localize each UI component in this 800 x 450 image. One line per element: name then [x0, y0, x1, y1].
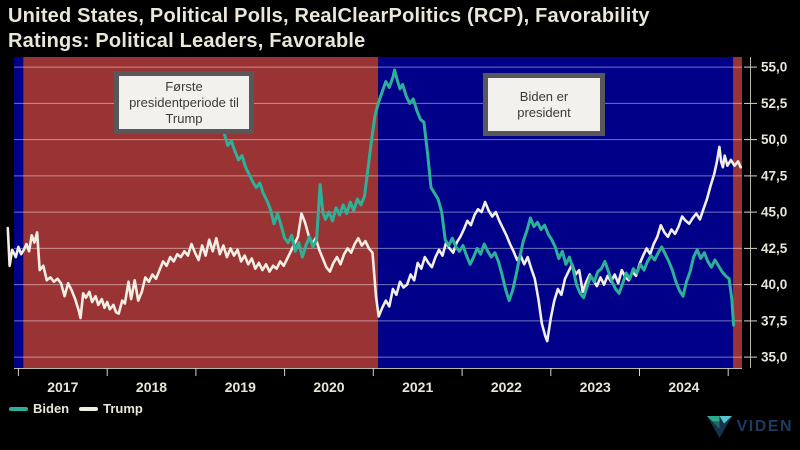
y-tick-label: 37,5 [761, 313, 788, 328]
y-tick-label: 35,0 [761, 350, 787, 365]
chart-legend: Biden Trump [9, 401, 143, 416]
annotation-text-trump-first-term: Første presidentperiode til Trump [129, 78, 239, 126]
page-title: United States, Political Polls, RealClea… [8, 4, 778, 54]
annotation-box-biden-president: Biden er president [483, 73, 605, 136]
x-tick-label: 2022 [491, 379, 522, 395]
y-tick-label: 47,5 [761, 168, 788, 183]
legend-item-biden: Biden [9, 401, 69, 416]
x-tick-label: 2017 [47, 379, 78, 395]
y-tick-label: 52,5 [761, 96, 788, 111]
page-title-line2: Ratings: Political Leaders, Favorable [8, 30, 366, 52]
viden-logo: VIDEN [706, 413, 793, 440]
series-line-biden [221, 68, 736, 327]
legend-item-trump: Trump [79, 401, 143, 416]
region-trump-second-term [733, 57, 742, 368]
series-line-trump [6, 145, 743, 343]
x-tick-label: 2018 [136, 379, 167, 395]
annotation-text-biden-president: Biden er president [517, 88, 571, 120]
annotation-box-trump-first-term: Første presidentperiode til Trump [114, 71, 254, 134]
page-title-line1: United States, Political Polls, RealClea… [8, 5, 650, 27]
y-tick-label: 50,0 [761, 132, 787, 147]
legend-label-biden: Biden [33, 401, 70, 416]
viden-logo-text: VIDEN [736, 417, 793, 435]
x-tick-label: 2020 [313, 379, 344, 395]
legend-label-trump: Trump [103, 401, 143, 416]
x-tick-label: 2024 [668, 379, 699, 395]
region-obama-period [14, 57, 24, 368]
y-tick-label: 55,0 [761, 60, 787, 75]
viden-logo-icon [706, 416, 732, 438]
x-tick-label: 2023 [580, 379, 611, 395]
y-tick-label: 45,0 [761, 205, 787, 220]
x-tick-label: 2019 [225, 379, 256, 395]
y-tick-label: 40,0 [761, 277, 787, 292]
legend-swatch-trump [79, 406, 99, 411]
y-tick-label: 42,5 [761, 241, 788, 256]
x-tick-label: 2021 [402, 379, 433, 395]
legend-swatch-biden [9, 406, 28, 411]
